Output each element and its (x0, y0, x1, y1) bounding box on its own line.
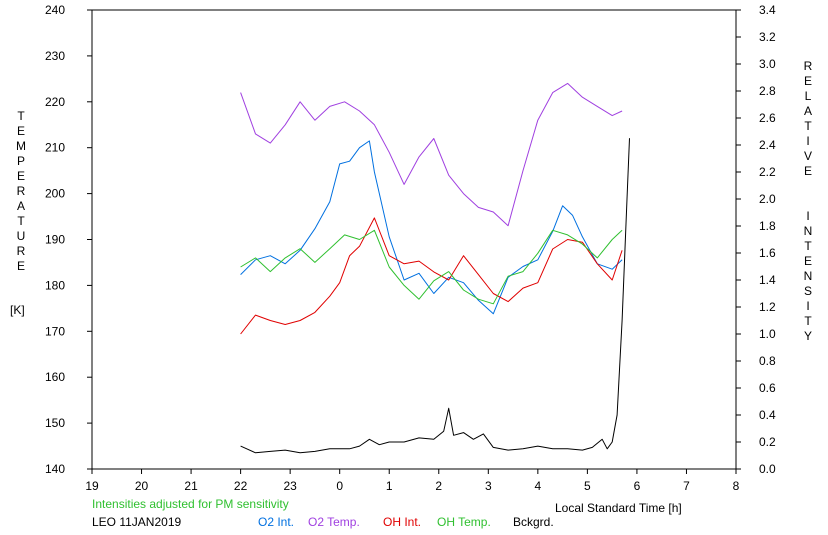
y-left-title-letter: E (17, 169, 25, 183)
x-tick-label: 4 (535, 479, 542, 493)
x-tick-label: 5 (584, 479, 591, 493)
y-left-title-letter: M (16, 139, 26, 153)
series-o2-int (240, 140, 623, 315)
y-right-tick-label: 0.2 (759, 435, 776, 449)
y-right-tick-label: 0.8 (759, 354, 776, 368)
y-left-tick-label: 240 (45, 3, 65, 17)
x-tick-label: 19 (85, 479, 99, 493)
y-left-title-letter: P (17, 154, 25, 168)
y-right-tick-label: 2.8 (759, 84, 776, 98)
y-right-title-letter: V (804, 149, 812, 163)
legend-oh-temp: OH Temp. (437, 515, 491, 529)
y-left-tick-label: 220 (45, 95, 65, 109)
x-tick-label: 7 (683, 479, 690, 493)
x-tick-label: 1 (386, 479, 393, 493)
y-left-title-letter: R (17, 244, 26, 258)
y-right-tick-label: 1.2 (759, 300, 776, 314)
plot-border (91, 9, 737, 470)
series-layer (240, 82, 630, 454)
y-right-tick-label: 1.4 (759, 273, 776, 287)
y-right-tick-label: 3.0 (759, 57, 776, 71)
y-left-title-letter: E (17, 124, 25, 138)
y-left-tick-label: 150 (45, 416, 65, 430)
legend-o2-temp: O2 Temp. (308, 515, 360, 529)
x-tick-label: 21 (184, 479, 198, 493)
y-left-title-letter: T (17, 214, 25, 228)
y-right-title-letter: I (806, 134, 809, 148)
y-right-title-letter: T (804, 119, 812, 133)
y-right-title-letter: Y (804, 329, 812, 343)
y-right-tick-label: 0.4 (759, 408, 776, 422)
y-right-title-letter: E (804, 254, 812, 268)
x-tick-label: 6 (634, 479, 641, 493)
y-left-title-letter: U (17, 229, 26, 243)
y-right-title-letter: T (804, 239, 812, 253)
y-left-title-letter: T (17, 109, 25, 123)
legend: O2 Int. O2 Temp. OH Int. OH Temp. Bckgrd… (258, 515, 554, 529)
y-left-tick-label: 210 (45, 141, 65, 155)
x-tick-label: 0 (336, 479, 343, 493)
y-left-tick-label: 180 (45, 278, 65, 292)
y-right-tick-label: 2.2 (759, 165, 776, 179)
x-tick-label: 2 (435, 479, 442, 493)
y-right-tick-label: 3.4 (759, 3, 776, 17)
y-right-tick-label: 1.6 (759, 246, 776, 260)
y-right-title-letter: A (804, 104, 812, 118)
y-right-title-letter: S (804, 284, 812, 298)
series-bckgrd (240, 138, 630, 454)
y-right-tick-label: 1.0 (759, 327, 776, 341)
x-tick-label: 23 (283, 479, 297, 493)
y-right-title-letter: T (804, 314, 812, 328)
x-tick-label: 20 (135, 479, 149, 493)
y-left-title-letter: E (17, 259, 25, 273)
y-left-tick-label: 200 (45, 187, 65, 201)
y-right-tick-label: 2.0 (759, 192, 776, 206)
x-axis-label: Local Standard Time [h] (555, 501, 682, 515)
y-right-title-letter: L (805, 89, 812, 103)
y-left-tick-label: 140 (45, 462, 65, 476)
y-right-tick-label: 2.4 (759, 138, 776, 152)
series-oh-temp (240, 229, 623, 305)
legend-oh-int: OH Int. (383, 515, 421, 529)
x-tick-label: 8 (733, 479, 740, 493)
y-right-title-letter: E (804, 164, 812, 178)
legend-bckgrd: Bckgrd. (513, 515, 554, 529)
y-right-title-letter: I (806, 299, 809, 313)
y-left-unit: [K] (10, 303, 25, 317)
y-left-tick-label: 170 (45, 324, 65, 338)
y-right-title-letter: N (804, 269, 813, 283)
x-tick-label: 22 (234, 479, 248, 493)
legend-o2-int: O2 Int. (258, 515, 294, 529)
y-right-tick-label: 0.0 (759, 462, 776, 476)
y-right-tick-label: 1.8 (759, 219, 776, 233)
y-right-title-letter: E (804, 74, 812, 88)
station-date: LEO 11JAN2019 (92, 515, 181, 529)
y-right-title-letter: I (806, 209, 809, 223)
y-left-title-letter: A (17, 199, 25, 213)
y-left-tick-label: 230 (45, 49, 65, 63)
y-right-title-letter: R (804, 59, 813, 73)
y-left-tick-label: 190 (45, 233, 65, 247)
sensitivity-note: Intensities adjusted for PM sensitivity (92, 497, 289, 511)
tick-layer: 19 20 21 22 23 0 1 2 3 4 5 6 7 8140150160170180190200… (45, 3, 776, 493)
y-left-title-letter: R (17, 184, 26, 198)
y-right-tick-label: 0.6 (759, 381, 776, 395)
x-tick-label: 3 (485, 479, 492, 493)
y-right-title-letter: N (804, 224, 813, 238)
series-oh-int (240, 217, 623, 335)
series-o2-temp (240, 82, 623, 227)
y-left-tick-label: 160 (45, 370, 65, 384)
plot-frame (91, 9, 737, 470)
y-right-tick-label: 2.6 (759, 111, 776, 125)
y-right-tick-label: 3.2 (759, 30, 776, 44)
